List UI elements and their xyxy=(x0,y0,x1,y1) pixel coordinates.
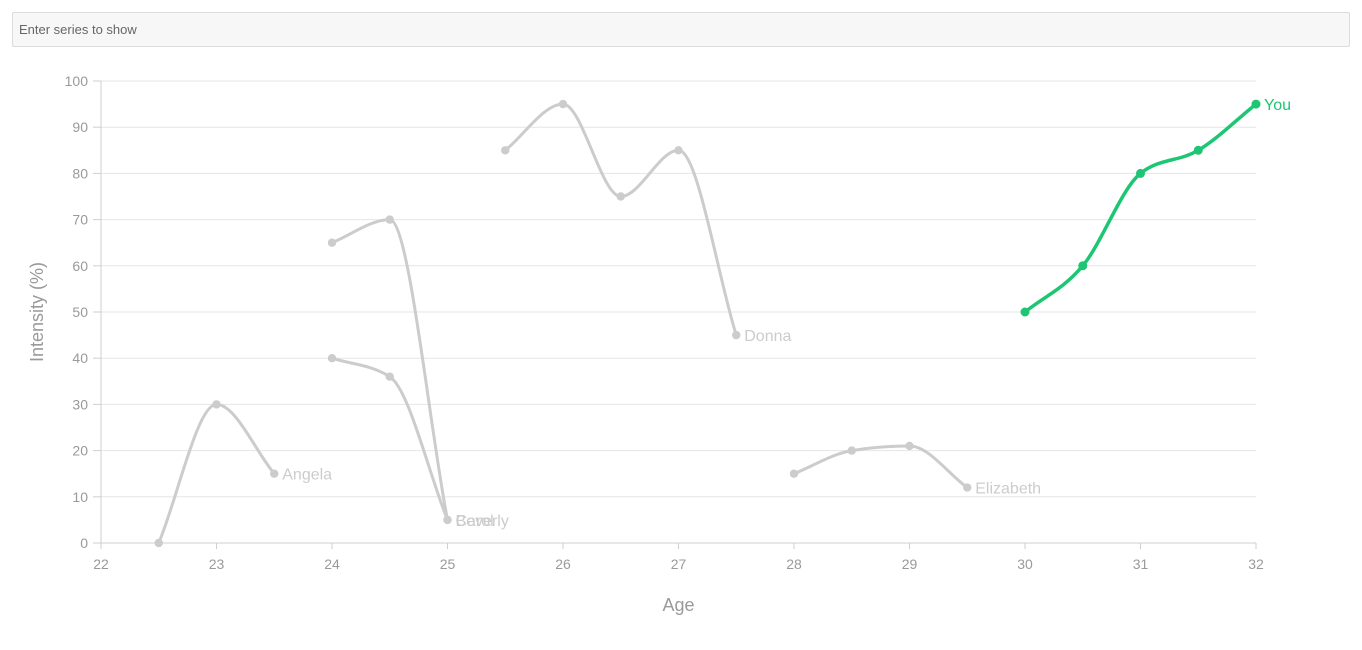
y-tick-label: 20 xyxy=(72,443,88,459)
data-point-carol xyxy=(443,515,452,525)
data-point-carol xyxy=(385,372,394,381)
data-point-you xyxy=(1136,168,1145,178)
data-point-donna xyxy=(616,192,625,201)
series-elizabeth: Elizabeth xyxy=(789,441,1041,498)
y-tick-label: 70 xyxy=(72,212,88,228)
x-tick-label: 30 xyxy=(1017,556,1033,572)
series-donna: Donna xyxy=(501,99,792,345)
series-label-beverly: Beverly xyxy=(456,513,509,530)
data-point-you xyxy=(1020,307,1030,317)
data-point-donna xyxy=(558,99,568,109)
data-point-angela xyxy=(212,400,221,409)
y-tick-label: 60 xyxy=(72,258,88,274)
data-point-elizabeth xyxy=(789,469,799,478)
y-tick-label: 100 xyxy=(65,73,89,89)
tick-labels: 0 10 20 30 40 50 60 70 80 90 100 22 23 24 25 26 27 28 29 30… xyxy=(65,73,1264,572)
series-line-beverly xyxy=(330,218,449,522)
y-tick-label: 10 xyxy=(72,489,88,505)
y-tick-label: 0 xyxy=(80,535,88,551)
grid-lines xyxy=(101,80,1256,544)
data-point-donna xyxy=(501,146,510,155)
data-point-angela xyxy=(154,538,163,548)
data-point-elizabeth xyxy=(963,483,972,492)
series-carol: Carol xyxy=(327,354,494,530)
data-point-beverly xyxy=(327,238,337,247)
y-tick-label: 90 xyxy=(72,119,88,135)
series-filter-input[interactable] xyxy=(12,12,1350,47)
series-line-carol xyxy=(330,356,449,522)
x-tick-label: 28 xyxy=(786,556,802,572)
y-tick-label: 30 xyxy=(72,396,88,412)
series-angela: Angela xyxy=(154,400,332,548)
x-axis-title: Age xyxy=(662,595,694,615)
series-label-you: You xyxy=(1264,97,1291,114)
series-line-donna xyxy=(503,102,738,337)
x-tick-label: 23 xyxy=(209,556,225,572)
y-tick-label: 40 xyxy=(72,350,88,366)
series-line-angela xyxy=(157,402,276,545)
data-point-you xyxy=(1078,261,1088,271)
x-tick-label: 26 xyxy=(555,556,571,572)
data-point-angela xyxy=(270,469,279,478)
series-label-carol: Carol xyxy=(456,513,494,530)
x-tick-label: 32 xyxy=(1248,556,1264,572)
x-tick-label: 27 xyxy=(671,556,687,572)
x-tick-label: 31 xyxy=(1133,556,1149,572)
data-point-beverly xyxy=(385,215,394,224)
x-tick-label: 25 xyxy=(440,556,456,572)
series-label-donna: Donna xyxy=(744,328,791,345)
y-tick-label: 50 xyxy=(72,304,88,320)
series-line-elizabeth xyxy=(792,444,969,490)
y-axis-title: Intensity (%) xyxy=(27,262,47,362)
data-point-you xyxy=(1193,145,1203,155)
y-tick-label: 80 xyxy=(72,165,88,181)
data-point-elizabeth xyxy=(847,446,856,455)
x-tick-label: 29 xyxy=(902,556,918,572)
data-point-donna xyxy=(732,330,741,340)
series-label-angela: Angela xyxy=(282,467,332,484)
x-tick-label: 24 xyxy=(324,556,340,572)
series-you: You xyxy=(1020,97,1291,317)
data-point-elizabeth xyxy=(905,441,914,451)
x-tick-label: 22 xyxy=(93,556,109,572)
data-point-donna xyxy=(674,146,683,155)
series-line-you xyxy=(1023,102,1258,314)
data-point-you xyxy=(1251,99,1261,109)
axes xyxy=(93,80,1257,549)
series-label-elizabeth: Elizabeth xyxy=(975,481,1041,498)
series-beverly: Beverly xyxy=(327,215,509,530)
data-point-carol xyxy=(327,354,337,363)
